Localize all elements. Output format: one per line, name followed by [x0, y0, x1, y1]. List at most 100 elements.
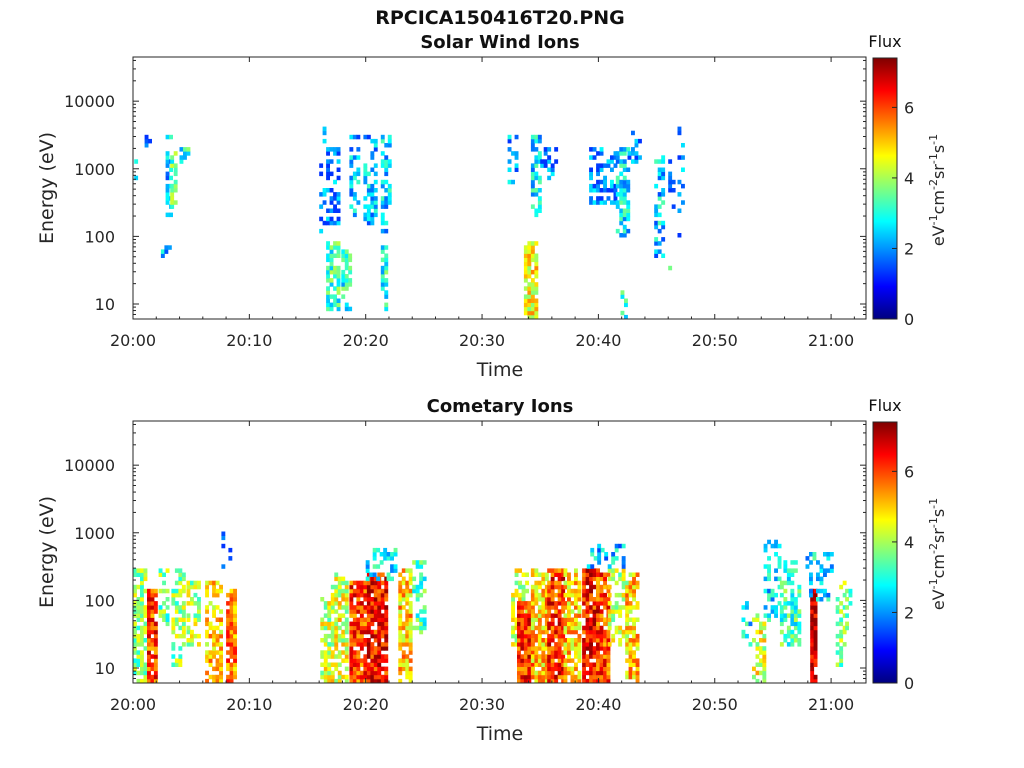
heatmap-cell: [384, 625, 389, 631]
heatmap-cell: [759, 621, 763, 627]
heatmap-cell: [589, 588, 593, 594]
heatmap-cell: [561, 629, 566, 635]
heatmap-cell: [547, 147, 552, 152]
heatmap-cell: [333, 302, 337, 308]
heatmap-cell: [537, 597, 542, 602]
heatmap-cell: [625, 650, 630, 655]
heatmap-cell: [661, 155, 666, 160]
heatmap-cell: [370, 151, 375, 156]
heatmap-cell: [320, 638, 325, 643]
heatmap-cell: [422, 625, 427, 631]
heatmap-cell: [635, 584, 640, 590]
heatmap-cell: [621, 597, 626, 602]
heatmap-cell: [359, 609, 364, 614]
heatmap-cell: [759, 670, 763, 676]
heatmap-cell: [408, 576, 413, 582]
heatmap-cell: [839, 638, 844, 643]
heatmap-cell: [133, 642, 137, 647]
heatmap-cell: [599, 200, 604, 205]
heatmap-cell: [777, 564, 782, 569]
heatmap-cell: [755, 678, 760, 684]
heatmap-cell: [745, 633, 749, 639]
heatmap-cell: [550, 171, 555, 177]
heatmap-cell: [592, 200, 597, 205]
heatmap-cell: [619, 192, 624, 197]
heatmap-cell: [380, 196, 385, 201]
heatmap-cell: [366, 183, 371, 189]
heatmap-cell: [774, 609, 778, 614]
heatmap-cell: [848, 601, 853, 606]
heatmap-cell: [534, 601, 539, 606]
heatmap-cell: [352, 592, 357, 598]
heatmap-cell: [229, 670, 234, 676]
heatmap-cell: [219, 617, 223, 622]
heatmap-cell: [415, 592, 420, 598]
heatmap-cell: [147, 601, 151, 606]
heatmap-cell: [366, 588, 371, 594]
heatmap-cell: [596, 167, 600, 172]
heatmap-cell: [169, 134, 173, 140]
heatmap-cell: [561, 572, 566, 577]
heatmap-cell: [654, 249, 659, 254]
heatmap-cell: [143, 605, 148, 610]
heatmap-cell: [540, 163, 545, 168]
heatmap-cell: [330, 650, 335, 655]
heatmap-cell: [330, 633, 335, 639]
heatmap-cell: [544, 597, 549, 602]
heatmap-cell: [370, 584, 375, 590]
heatmap-cell: [632, 650, 636, 655]
heatmap-cell: [377, 625, 382, 631]
heatmap-cell: [208, 621, 213, 627]
heatmap-cell: [341, 597, 346, 602]
heatmap-cell: [373, 576, 378, 582]
heatmap-cell: [336, 302, 341, 308]
heatmap-cell: [582, 629, 586, 635]
heatmap-cell: [618, 642, 623, 647]
heatmap-cell: [606, 674, 611, 680]
heatmap-cell: [790, 629, 795, 635]
heatmap-cell: [527, 633, 532, 639]
colorbar-unit-label: eV-1cm-2sr-1s-1: [927, 498, 948, 610]
heatmap-cell: [323, 601, 328, 606]
heatmap-cell: [366, 617, 371, 622]
heatmap-cell: [550, 613, 555, 618]
heatmap-cell: [596, 568, 600, 573]
heatmap-cell: [422, 605, 427, 610]
heatmap-cell: [527, 269, 532, 275]
heatmap-cell: [567, 638, 571, 643]
heatmap-cell: [386, 572, 391, 577]
heatmap-cell: [380, 621, 385, 627]
heatmap-cell: [790, 605, 795, 610]
heatmap-cell: [352, 638, 357, 643]
heatmap-cell: [613, 155, 618, 160]
heatmap-cell: [380, 245, 385, 250]
heatmap-cell: [626, 147, 631, 152]
heatmap-cell: [582, 592, 586, 598]
heatmap-cell: [767, 597, 771, 602]
heatmap-cell: [229, 662, 234, 667]
heatmap-cell: [570, 588, 575, 594]
heatmap-cell: [514, 621, 519, 627]
heatmap-cell: [793, 638, 798, 643]
heatmap-cell: [170, 188, 175, 193]
heatmap-cell: [589, 576, 593, 582]
heatmap-cell: [547, 666, 552, 672]
heatmap-cell: [136, 613, 141, 618]
heatmap-cell: [349, 188, 354, 193]
x-tick-label: 20:40: [575, 695, 621, 714]
heatmap-cell: [330, 654, 335, 659]
heatmap-cell: [233, 674, 237, 680]
heatmap-cell: [527, 241, 532, 246]
heatmap-cell: [661, 200, 666, 205]
heatmap-cell: [143, 638, 148, 643]
heatmap-cell: [408, 666, 413, 672]
plot-frame: [132, 56, 867, 320]
heatmap-cell: [774, 543, 778, 549]
heatmap-cell: [170, 192, 175, 197]
heatmap-cell: [661, 188, 666, 193]
heatmap-cell: [344, 609, 349, 614]
heatmap-cell: [373, 580, 378, 586]
heatmap-cell: [632, 584, 636, 590]
heatmap-cell: [635, 662, 640, 667]
heatmap-cell: [563, 670, 568, 676]
